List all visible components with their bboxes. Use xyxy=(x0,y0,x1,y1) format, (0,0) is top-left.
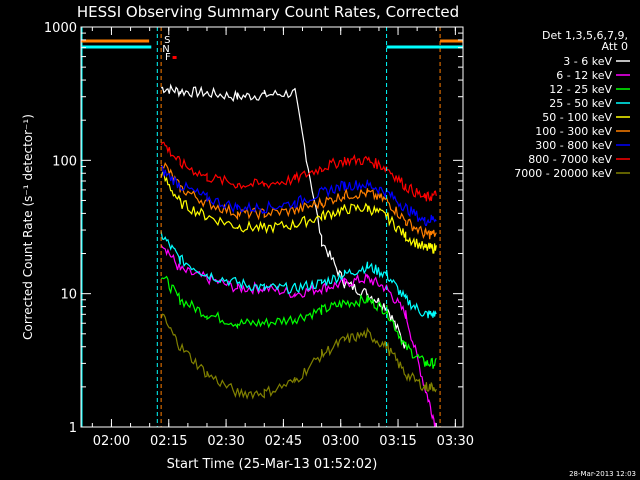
legend-label-3: 12 - 25 keV xyxy=(549,83,612,96)
flag-label-n: N xyxy=(162,44,169,55)
x-tick-label-5: 03:00 xyxy=(322,434,359,449)
flag-label-f: F xyxy=(165,52,171,63)
flag-labels: SNF xyxy=(162,35,171,63)
plot-frame xyxy=(80,26,464,428)
x-tick-label-4: 02:45 xyxy=(265,434,302,449)
y-tick-label-2: 10 xyxy=(60,288,77,303)
series-line-7 xyxy=(160,165,437,227)
timestamp: 28-Mar-2013 12:03 xyxy=(569,470,636,478)
series-line-3 xyxy=(160,275,437,369)
legend-header-1: Det 1,3,5,6,7,9, xyxy=(542,29,628,42)
legend-label-2: 6 - 12 keV xyxy=(556,69,612,82)
series-line-5 xyxy=(160,171,437,254)
legend-label-6: 100 - 300 keV xyxy=(535,125,612,138)
legend-label-5: 50 - 100 keV xyxy=(542,111,612,124)
y-tick-label-1: 1 xyxy=(69,421,77,436)
legend-label-1: 3 - 6 keV xyxy=(563,55,612,68)
x-axis-label: Start Time (25-Mar-13 01:52:02) xyxy=(167,457,378,472)
legend-label-8: 800 - 7000 keV xyxy=(528,153,612,166)
series-line-1 xyxy=(160,83,407,349)
series-line-9 xyxy=(160,313,437,400)
x-tick-label-2: 02:15 xyxy=(150,434,187,449)
x-tick-label-7: 03:30 xyxy=(437,434,474,449)
plot-lines xyxy=(81,27,463,428)
y-tick-label-3: 100 xyxy=(52,154,77,169)
chart-title: HESSI Observing Summary Count Rates, Cor… xyxy=(77,3,459,21)
series-line-8 xyxy=(160,141,437,202)
x-tick-label-6: 03:15 xyxy=(379,434,416,449)
axes: 1 10 100 1000 02:00 02:15 02:30 02:45 03:00 03:15… xyxy=(44,21,474,449)
series-line-4 xyxy=(160,231,437,319)
y-tick-label-4: 1000 xyxy=(44,21,77,36)
x-tick-label-1: 02:00 xyxy=(93,434,130,449)
legend-header-2: Att 0 xyxy=(602,40,628,53)
y-axis-label: Corrected Count Rate (s⁻¹ detector⁻¹) xyxy=(21,114,35,340)
flare-marker xyxy=(172,56,177,59)
x-tick-label-3: 02:30 xyxy=(207,434,244,449)
series-line-2 xyxy=(160,244,437,428)
legend-label-7: 300 - 800 keV xyxy=(535,139,612,152)
legend-label-9: 7000 - 20000 keV xyxy=(514,167,612,180)
legend-label-4: 25 - 50 keV xyxy=(549,97,612,110)
flag-label-s: S xyxy=(164,35,170,46)
